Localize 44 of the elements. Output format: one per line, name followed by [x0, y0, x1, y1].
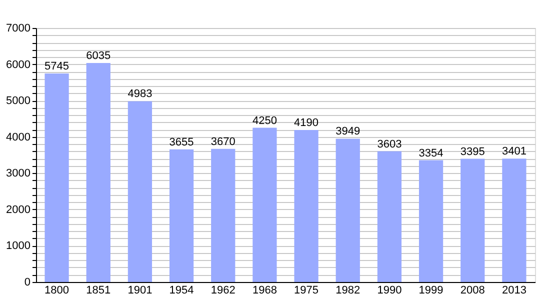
- y-tick-label: 4000: [6, 131, 30, 144]
- x-tick-label: 1851: [86, 284, 111, 296]
- data-label: 5745: [44, 60, 70, 73]
- x-tick-label: 1990: [377, 284, 402, 296]
- x-tick-label: 1901: [128, 284, 152, 296]
- data-label: 3603: [377, 138, 402, 150]
- bar: [336, 138, 360, 282]
- y-tick-label: 1000: [6, 240, 30, 252]
- bar: [502, 158, 526, 282]
- y-tick-label: 7000: [6, 22, 30, 34]
- y-tick-label: 6000: [6, 58, 30, 71]
- bar: [377, 151, 402, 282]
- bar: [211, 148, 236, 282]
- x-tick-label: 1800: [44, 284, 70, 296]
- x-tick-label: 2008: [460, 284, 485, 296]
- y-tick-label: 3000: [6, 168, 30, 180]
- bar: [128, 101, 152, 282]
- x-tick-label: 1982: [336, 284, 360, 296]
- x-tick-label: 2013: [502, 284, 526, 296]
- data-label: 3670: [210, 136, 236, 148]
- x-tick-label: 1999: [418, 284, 444, 296]
- bar: [86, 63, 110, 282]
- y-tick-label: 0: [24, 276, 30, 288]
- data-label: 3354: [418, 147, 444, 160]
- x-tick-label: 1975: [294, 284, 319, 296]
- x-tick-label: 1968: [252, 284, 277, 296]
- data-label: 3401: [502, 146, 526, 158]
- bar: [294, 130, 318, 282]
- bar: [252, 128, 277, 282]
- data-label: 4190: [294, 116, 319, 129]
- bar: [418, 160, 444, 282]
- data-label: 6035: [86, 50, 111, 62]
- x-tick-label: 1962: [210, 284, 236, 296]
- y-tick-label: 5000: [6, 95, 30, 108]
- data-label: 4250: [252, 114, 277, 127]
- data-label: 3949: [336, 126, 360, 138]
- bar: [169, 149, 194, 282]
- bar: [460, 158, 485, 282]
- y-tick-label: 2000: [6, 204, 30, 216]
- x-tick-label: 1954: [169, 284, 194, 296]
- data-label: 3655: [169, 136, 194, 148]
- bar: [44, 74, 69, 282]
- data-label: 4983: [128, 88, 152, 100]
- data-label: 3395: [460, 146, 485, 158]
